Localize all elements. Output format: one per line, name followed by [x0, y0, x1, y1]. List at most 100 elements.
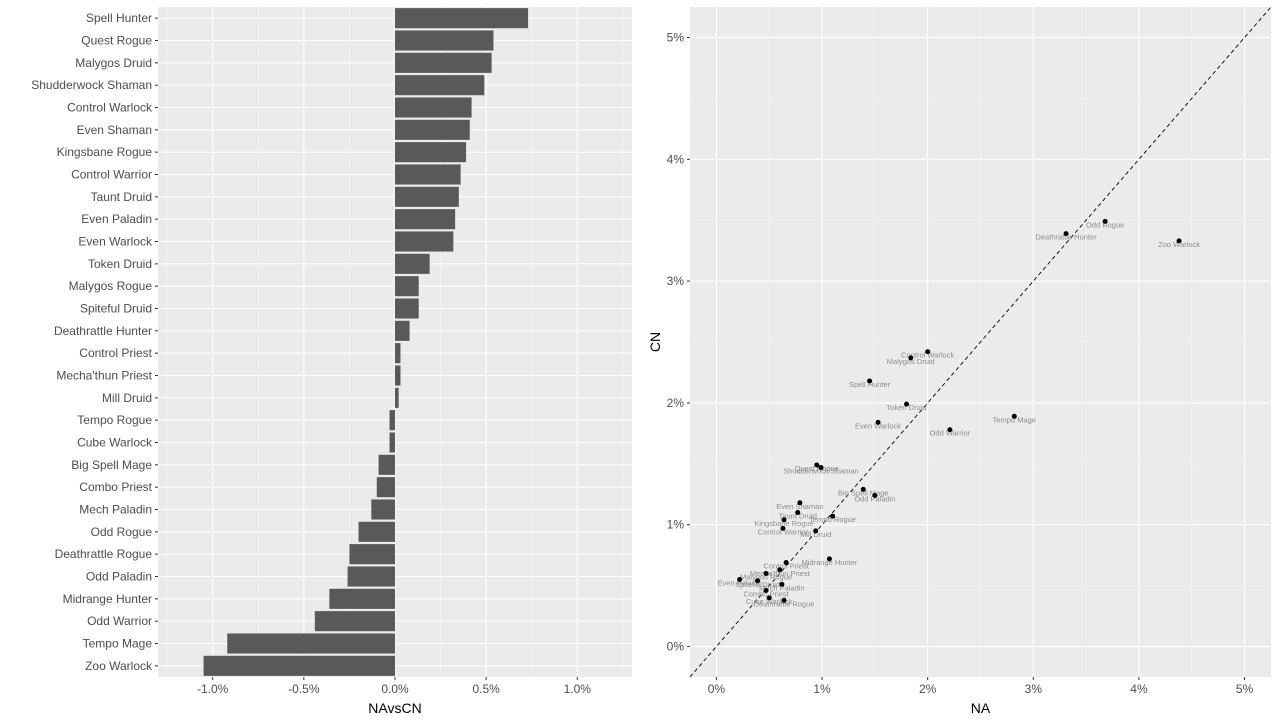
scatter-point [1102, 218, 1108, 224]
bar-category-label: Odd Rogue [91, 525, 153, 539]
scatter-reference-line [689, 6, 1272, 678]
bar-zoo-warlock [203, 655, 395, 676]
scatter-point [780, 525, 786, 531]
bar-category-label: Zoo Warlock [85, 659, 153, 673]
bar-spell-hunter [395, 8, 529, 29]
scatter-point [867, 378, 873, 384]
scatter-point-label: Mill Druid [800, 530, 831, 539]
bar-category-label: Spiteful Druid [80, 302, 152, 316]
scatter-x-tick-label: 1% [813, 682, 831, 696]
scatter-point-label: Mecha'thun Priest [750, 569, 811, 578]
bar-category-label: Malygos Rogue [69, 279, 153, 293]
scatter-point [830, 513, 836, 519]
scatter-point-label: Taunt Druid [779, 512, 817, 521]
scatter-point-label: Control Warrior [758, 527, 809, 536]
scatter-y-tick-label: 0% [667, 640, 685, 654]
bar-big-spell-mage [378, 454, 395, 475]
scatter-point [781, 597, 787, 603]
bar-category-label: Shudderwock Shaman [31, 78, 152, 92]
bar-category-label: Control Priest [79, 346, 152, 360]
scatter-y-tick-label: 4% [667, 152, 685, 166]
bar-category-label: Spell Hunter [86, 11, 152, 25]
scatter-point [795, 510, 801, 516]
bar-midrange-hunter [329, 588, 395, 609]
scatter-y-tick-label: 1% [667, 518, 685, 532]
bar-chart-panel: Spell Hunter Quest Rogue Malygos Druid Shud… [31, 7, 632, 716]
bar-token-druid [395, 253, 430, 274]
scatter-y-tick-label: 2% [667, 396, 685, 410]
bar-odd-rogue [358, 521, 395, 542]
scatter-point-label: Even Paladin [718, 579, 762, 588]
scatter-point-label: Tempo Mage [993, 415, 1036, 424]
bar-quest-rogue [395, 30, 494, 51]
bar-x-axis-title: NAvsCN [368, 700, 421, 716]
scatter-point-label: Cube Warlock [746, 597, 793, 606]
scatter-point [783, 559, 789, 565]
scatter-point-label: Control Warlock [901, 351, 954, 360]
bar-category-label: Deathrattle Rogue [55, 547, 153, 561]
scatter-point-label: Malygos Druid [887, 357, 935, 366]
bar-category-label: Odd Paladin [86, 570, 152, 584]
scatter-point [872, 492, 878, 498]
bar-even-warlock [395, 231, 454, 252]
bar-odd-paladin [347, 566, 395, 587]
scatter-point [737, 577, 743, 583]
scatter-x-tick-label: 0% [708, 682, 726, 696]
scatter-point [781, 517, 787, 523]
scatter-point-label: Spiteful Druid [735, 580, 780, 589]
bar-mill-druid [395, 387, 399, 408]
scatter-point [908, 355, 914, 361]
bar-category-label: Tempo Rogue [77, 413, 152, 427]
bar-mecha-thun-priest [395, 365, 401, 386]
bar-kingsbane-rogue [395, 142, 467, 163]
scatter-y-tick-label: 5% [667, 30, 685, 44]
scatter-point-label: Zoo Warlock [1158, 240, 1200, 249]
scatter-x-tick-label: 3% [1025, 682, 1043, 696]
scatter-point-label: Odd Rogue [1086, 220, 1124, 229]
scatter-point-label: Token Druid [887, 403, 927, 412]
bar-control-warrior [395, 164, 461, 185]
scatter-x-axis-title: NA [971, 700, 991, 716]
bar-control-warlock [395, 97, 472, 118]
scatter-point [763, 570, 769, 576]
bar-even-shaman [395, 119, 470, 140]
scatter-point [813, 528, 819, 534]
bar-category-label: Mech Paladin [79, 503, 152, 517]
scatter-point [1063, 231, 1069, 237]
scatter-point [755, 578, 761, 584]
bar-category-label: Mecha'thun Priest [56, 369, 152, 383]
scatter-point-label: Tempo Rogue [809, 515, 856, 524]
scatter-point [1176, 238, 1182, 244]
scatter-x-tick-label: 2% [919, 682, 937, 696]
scatter-y-axis-title: CN [647, 332, 663, 352]
bar-category-label: Even Shaman [77, 123, 152, 137]
bar-category-label: Taunt Druid [91, 190, 152, 204]
bar-category-label: Even Paladin [81, 212, 152, 226]
scatter-point-label: Even Warlock [855, 421, 901, 430]
bar-category-label: Mill Druid [102, 391, 152, 405]
bar-tempo-mage [227, 633, 395, 654]
scatter-point-label: Midrange Hunter [802, 558, 858, 567]
scatter-point-label: Kingsbane Rogue [754, 519, 814, 528]
bar-category-label: Big Spell Mage [71, 458, 152, 472]
scatter-point [1011, 413, 1017, 419]
scatter-chart-panel: Odd Rogue Deathrattle Hunter Zoo Warlock Co… [647, 6, 1272, 716]
bar-x-tick-label: 0.0% [381, 682, 409, 696]
scatter-point-label: Quest Rogue [795, 464, 839, 473]
scatter-point-label: Even Shaman [776, 502, 823, 511]
scatter-point [818, 464, 824, 470]
scatter-x-tick-label: 5% [1236, 682, 1254, 696]
bar-x-tick-label: 0.5% [472, 682, 500, 696]
bar-category-label: Tempo Mage [83, 637, 153, 651]
scatter-y-tick-label: 3% [667, 274, 685, 288]
bar-taunt-druid [395, 186, 459, 207]
bar-category-label: Quest Rogue [81, 34, 152, 48]
bar-category-label: Combo Priest [79, 480, 152, 494]
bar-category-label: Midrange Hunter [63, 592, 152, 606]
bar-category-label: Malygos Druid [75, 56, 152, 70]
bar-category-label: Token Druid [88, 257, 152, 271]
scatter-point [777, 567, 783, 573]
scatter-point [763, 588, 769, 594]
